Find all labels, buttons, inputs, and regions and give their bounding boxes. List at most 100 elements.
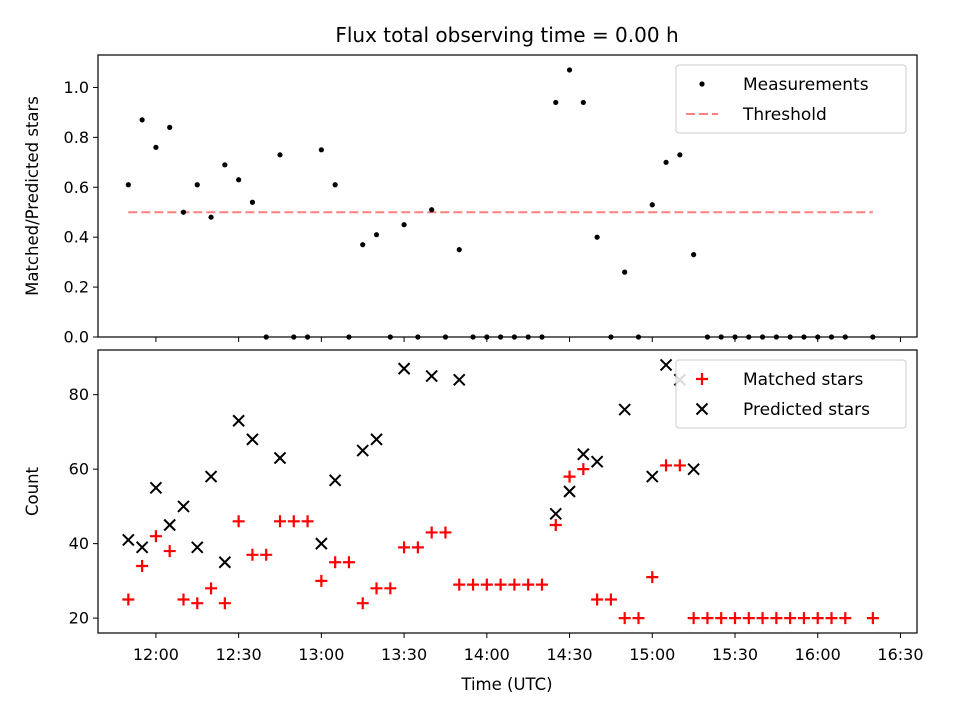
measurement-point	[139, 117, 145, 123]
matched-stars-point	[274, 515, 286, 528]
matched-stars-point	[453, 578, 466, 591]
y-tick-label: 0.8	[64, 128, 89, 147]
predicted-stars-point	[687, 462, 700, 476]
measurement-point	[691, 252, 697, 258]
measurement-point	[332, 182, 338, 188]
predicted-stars-point	[453, 373, 466, 386]
predicted-stars-point	[549, 507, 562, 521]
measurement-point	[622, 269, 628, 275]
y-tick-label: 0.2	[64, 278, 89, 297]
measurement-point	[277, 152, 283, 158]
measurement-point	[180, 209, 187, 215]
y-axis-label: Matched/Predicted stars	[23, 96, 42, 296]
matched-stars-point	[480, 578, 493, 591]
matched-stars-point	[742, 612, 755, 625]
matched-stars-point	[425, 526, 438, 539]
matched-stars-point	[342, 556, 355, 569]
matched-stars-point	[660, 459, 673, 472]
matched-stars-point	[384, 582, 397, 595]
matched-stars-point	[563, 470, 576, 483]
measurement-point	[249, 199, 256, 205]
predicted-stars-point	[563, 485, 576, 498]
y-tick-label: 60	[69, 460, 89, 479]
matched-stars-point	[784, 612, 797, 625]
measurement-point	[594, 234, 600, 240]
matched-stars-point	[232, 515, 245, 528]
measurement-point	[373, 232, 380, 238]
bottom-axes: 20 40 60 80 12:00 12:30 13:00 13:30 14:00 14:30 15…	[23, 349, 924, 664]
matched-stars-point	[467, 578, 480, 591]
x-tick-label: 12:00	[133, 645, 179, 664]
measurement-point	[566, 67, 573, 73]
matched-stars-point	[535, 578, 548, 591]
matched-stars-point	[797, 612, 810, 625]
matched-stars-point	[618, 612, 631, 625]
matched-stars-point	[825, 612, 838, 625]
matched-stars-point	[177, 593, 190, 606]
matched-stars-point	[811, 612, 824, 625]
x-tick-label: 14:30	[546, 645, 592, 664]
measurement-point	[553, 99, 559, 106]
measurement-point	[580, 99, 586, 106]
chart-title: Flux total observing time = 0.00 h	[335, 23, 678, 47]
matched-stars-point	[604, 593, 617, 606]
measurement-point	[194, 182, 200, 188]
matched-stars-point	[411, 541, 424, 554]
matched-stars-point	[136, 559, 149, 572]
x-tick-label: 13:30	[381, 645, 427, 664]
legend-handle-measurements	[699, 81, 705, 87]
predicted-stars-point	[191, 541, 204, 554]
matched-stars-point	[646, 571, 659, 584]
measurement-point	[677, 152, 683, 158]
y-tick-label: 1.0	[64, 78, 89, 97]
matched-stars-point	[329, 556, 342, 569]
y-tick-label: 40	[69, 534, 89, 553]
predicted-stars-point	[122, 533, 135, 547]
x-tick-label: 16:00	[795, 645, 841, 664]
legend-handle-predicted-stars	[695, 402, 709, 416]
matched-stars-point	[701, 612, 714, 625]
matched-stars-point	[370, 582, 383, 595]
legend-label: Predicted stars	[743, 400, 870, 420]
matched-stars-point	[122, 593, 135, 606]
x-tick-label: 14:00	[464, 645, 510, 664]
measurement-point	[125, 182, 131, 188]
x-axis-label: Time (UTC)	[460, 675, 552, 694]
predicted-stars-point	[370, 433, 383, 446]
matched-stars-point	[673, 459, 686, 472]
measurement-point	[222, 162, 228, 168]
y-tick-label: 20	[69, 609, 89, 628]
predicted-stars-point	[618, 403, 631, 416]
predicted-stars-point	[659, 358, 673, 372]
matched-stars-point	[866, 612, 879, 625]
legend-handle-matched-stars	[696, 373, 708, 385]
matched-stars-point	[508, 578, 521, 591]
matched-stars-point	[591, 593, 604, 606]
x-tick-label: 16:30	[877, 645, 923, 664]
y-tick-label: 0.6	[64, 178, 89, 197]
predicted-stars-point	[328, 474, 342, 487]
matched-stars-point	[218, 597, 231, 610]
matched-stars-point	[770, 612, 783, 625]
matched-stars-point	[260, 548, 273, 561]
predicted-stars-point	[218, 556, 232, 569]
measurement-point	[208, 214, 214, 220]
y-tick-label: 0.0	[64, 328, 89, 347]
legend-box	[675, 64, 907, 134]
axes-frame	[97, 349, 918, 634]
top-axes: 0.0 0.2 0.4 0.6 0.8 1.0 Matched/Predicted star…	[23, 54, 918, 347]
measurement-point	[663, 159, 669, 165]
matched-stars-point	[191, 597, 204, 610]
predicted-stars-point	[149, 481, 163, 494]
legend-label: Threshold	[742, 105, 827, 125]
matched-stars-point	[687, 612, 700, 625]
measurement-point	[318, 147, 324, 153]
matched-stars-point	[301, 515, 314, 528]
matched-stars-point	[494, 578, 507, 591]
measurement-point	[456, 247, 462, 253]
predicted-stars-point	[356, 444, 369, 457]
matched-stars-point	[287, 515, 300, 528]
matched-stars-point	[756, 612, 769, 625]
legend-label: Matched stars	[743, 370, 863, 390]
